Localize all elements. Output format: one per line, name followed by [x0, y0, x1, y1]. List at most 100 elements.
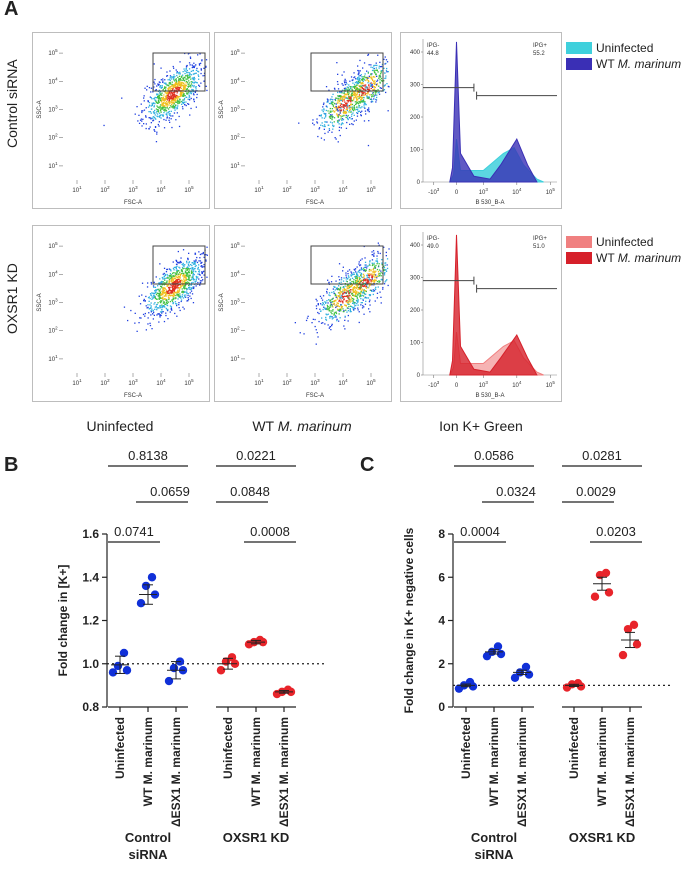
y-tick-label: 300	[410, 276, 421, 282]
y-tick-label: 103	[230, 105, 240, 114]
y-tick-label: 0	[438, 700, 445, 714]
category-label: Uninfected	[113, 717, 127, 779]
p-value-label: 0.0324	[496, 484, 536, 499]
x-tick-label: 105	[366, 378, 376, 387]
group-label: siRNA	[474, 847, 514, 862]
p-value-label: 0.0008	[250, 524, 290, 539]
data-point	[601, 568, 611, 578]
data-point	[147, 573, 157, 582]
p-value-label: 0.0004	[460, 524, 500, 539]
legend-item-uninfected: Uninfected	[566, 40, 681, 56]
y-tick-label: 300	[410, 83, 421, 89]
row-label-control-sirna: Control siRNA	[4, 59, 20, 148]
y-tick-label: 104	[230, 269, 240, 278]
y-tick-label: 101	[48, 161, 58, 170]
data-point	[119, 648, 129, 658]
panel-a-letter: A	[4, 0, 19, 20]
group-label: OXSR1 KD	[223, 830, 289, 845]
x-tick-label: 105	[546, 380, 556, 389]
ipg-negative-label: IPG-	[427, 43, 439, 49]
y-tick-label: 101	[230, 354, 240, 363]
x-tick-label: 103	[310, 378, 320, 387]
y-tick-label: 104	[48, 76, 58, 85]
y-tick-label: 6	[438, 570, 445, 584]
panel-b-letter: B	[4, 454, 19, 476]
legend-label: Uninfected	[596, 235, 654, 249]
gate-rectangle	[152, 245, 206, 285]
legend-item-wt: WT M. marinum	[566, 250, 681, 266]
p-value-label: 0.0203	[596, 524, 636, 539]
y-tick-label: 105	[230, 48, 240, 57]
y-tick-label: 100	[410, 148, 421, 154]
panel-c-letter: C	[360, 454, 375, 476]
group-label: Control	[125, 830, 171, 845]
y-tick-label: 0	[417, 373, 421, 379]
legend-swatch	[566, 58, 592, 70]
x-tick-label: -103	[428, 380, 440, 389]
ipg-positive-label: IPG+	[533, 236, 547, 242]
y-tick-label: 400	[410, 50, 421, 56]
data-point	[216, 666, 226, 675]
density-plot-control-uninfected: 101 101 102 102 103 103 104 104 105 105 FSC-A SSC-A	[32, 32, 210, 209]
legend-label: Uninfected	[596, 41, 654, 55]
y-tick-label: 1.2	[82, 614, 99, 628]
y-tick-label: 103	[48, 298, 58, 307]
y-tick-label: 101	[230, 161, 240, 170]
histogram-wt	[449, 234, 538, 376]
x-tick-label: 103	[128, 378, 138, 387]
y-tick-label: 102	[48, 326, 58, 335]
p-value-label: 0.0029	[576, 484, 616, 499]
y-tick-label: 200	[410, 115, 421, 121]
y-tick-label: 104	[48, 269, 58, 278]
y-tick-label: 1.6	[82, 527, 99, 541]
data-point	[169, 663, 179, 673]
y-tick-label: 103	[48, 105, 58, 114]
y-axis-label: SSC-A	[219, 293, 225, 311]
x-tick-label: 105	[366, 185, 376, 194]
x-tick-label: 102	[282, 378, 292, 387]
category-label: ΔESX1 M. marinum	[277, 717, 291, 827]
ipg-negative-value: 44.8	[427, 51, 439, 57]
data-point	[510, 673, 520, 683]
data-point	[590, 592, 600, 601]
density-cloud	[298, 53, 390, 147]
group-label: siRNA	[128, 847, 168, 862]
density-cloud	[294, 242, 390, 345]
y-tick-label: 100	[410, 341, 421, 347]
x-axis-label: B 530_B-A	[475, 200, 504, 206]
legend-item-wt: WT M. marinum	[566, 56, 681, 72]
data-point	[227, 653, 237, 662]
y-tick-label: 105	[230, 241, 240, 250]
x-tick-label: 105	[184, 185, 194, 194]
x-tick-label: 102	[100, 378, 110, 387]
legend-item-uninfected: Uninfected	[566, 234, 681, 250]
x-axis-label: B 530_B-A	[475, 393, 504, 399]
y-tick-label: 103	[230, 298, 240, 307]
ipg-positive-label: IPG+	[533, 43, 547, 49]
y-axis-label: Fold change in K+ negative cells	[402, 527, 416, 713]
category-label: Uninfected	[567, 717, 581, 779]
data-point	[108, 668, 118, 677]
x-tick-label: 101	[254, 185, 264, 194]
x-axis-label: FSC-A	[306, 200, 324, 206]
x-tick-label: 104	[338, 185, 348, 194]
legend-control: Uninfected WT M. marinum	[566, 40, 681, 72]
density-plot-oxsr1-wt: 101 101 102 102 103 103 104 104 105 105 FSC-A SSC-A	[214, 225, 392, 402]
legend-oxsr1: Uninfected WT M. marinum	[566, 234, 681, 266]
p-value-label: 0.8138	[128, 448, 168, 463]
density-plot-control-wt: 101 101 102 102 103 103 104 104 105 105 FSC-A SSC-A	[214, 32, 392, 209]
histogram-wt	[449, 41, 538, 183]
y-tick-label: 400	[410, 243, 421, 249]
data-point	[136, 599, 146, 608]
gate-rectangle	[310, 245, 384, 285]
p-value-label: 0.0281	[582, 448, 622, 463]
x-tick-label: 105	[546, 187, 556, 196]
x-tick-label: 103	[310, 185, 320, 194]
ipg-positive-value: 55.2	[533, 51, 545, 57]
p-value-label: 0.0659	[150, 484, 190, 499]
data-point	[164, 676, 174, 686]
x-tick-label: 104	[512, 380, 522, 389]
category-label: WT M. marinum	[141, 717, 155, 806]
legend-swatch	[566, 236, 592, 248]
y-tick-label: 102	[48, 133, 58, 142]
